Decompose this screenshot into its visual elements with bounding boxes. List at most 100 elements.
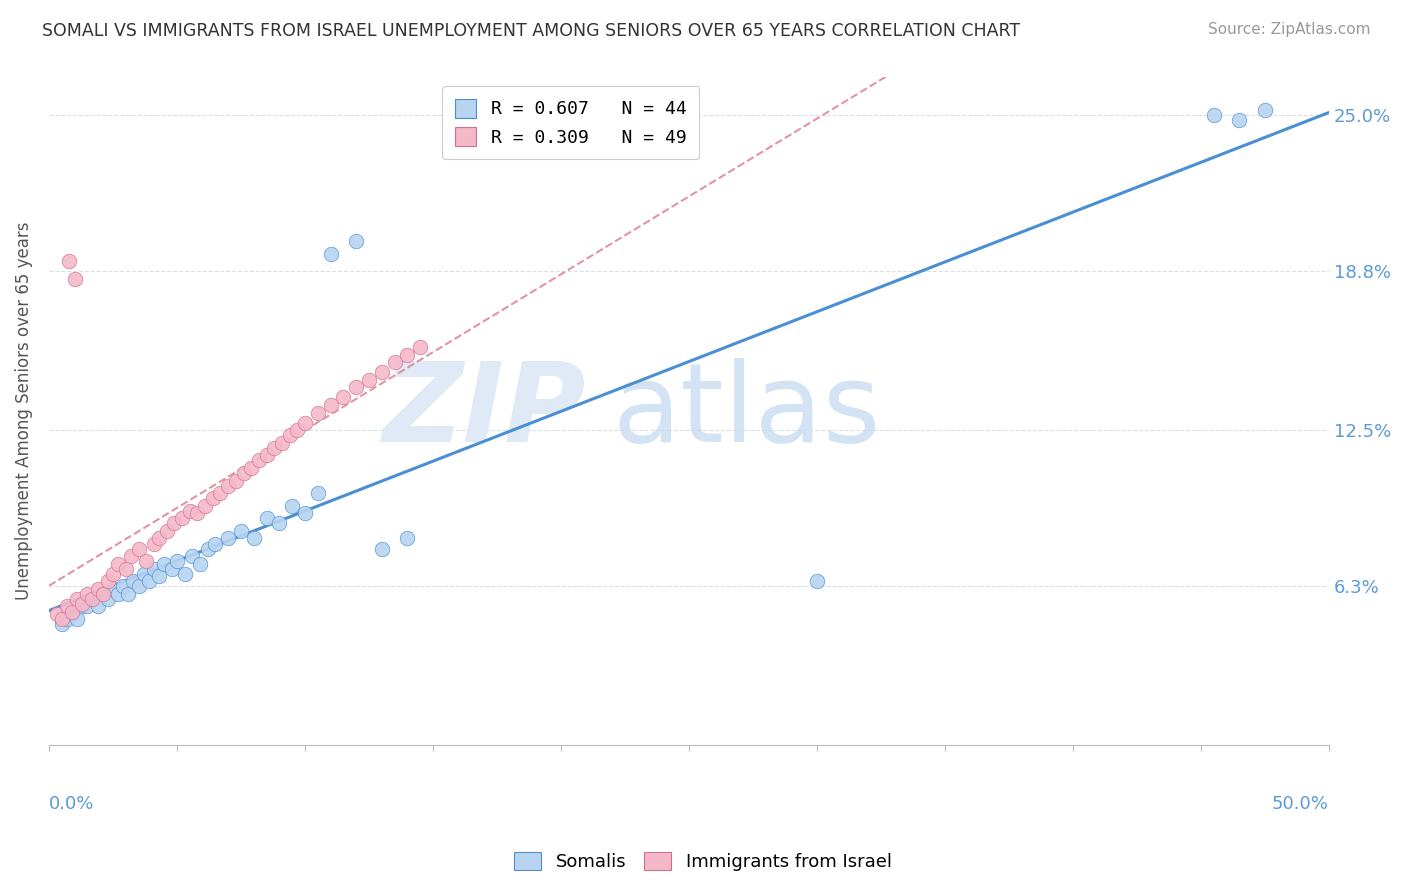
Point — [319, 247, 342, 261]
Point — [138, 574, 160, 589]
Point — [70, 597, 93, 611]
Point — [396, 532, 419, 546]
Point — [66, 591, 89, 606]
Point — [56, 612, 79, 626]
Point — [172, 511, 194, 525]
Point — [217, 532, 239, 546]
Point — [142, 536, 165, 550]
Text: SOMALI VS IMMIGRANTS FROM ISRAEL UNEMPLOYMENT AMONG SENIORS OVER 65 YEARS CORREL: SOMALI VS IMMIGRANTS FROM ISRAEL UNEMPLO… — [42, 22, 1021, 40]
Legend: R = 0.607   N = 44, R = 0.309   N = 49: R = 0.607 N = 44, R = 0.309 N = 49 — [441, 87, 699, 160]
Point — [86, 599, 108, 614]
Point — [217, 478, 239, 492]
Point — [122, 574, 145, 589]
Point — [256, 511, 278, 525]
Point — [344, 380, 367, 394]
Point — [128, 541, 150, 556]
Point — [271, 435, 294, 450]
Text: 50.0%: 50.0% — [1272, 795, 1329, 814]
Point — [281, 499, 304, 513]
Point — [101, 582, 124, 596]
Point — [107, 587, 129, 601]
Point — [51, 612, 73, 626]
Point — [225, 474, 247, 488]
Point — [256, 448, 278, 462]
Point — [91, 587, 114, 601]
Point — [132, 566, 155, 581]
Point — [232, 466, 254, 480]
Point — [135, 554, 157, 568]
Point — [229, 524, 252, 538]
Point — [82, 591, 104, 606]
Point — [156, 524, 179, 538]
Point — [357, 373, 380, 387]
Point — [294, 506, 316, 520]
Point — [1202, 108, 1225, 122]
Point — [188, 557, 211, 571]
Point — [1254, 103, 1277, 118]
Point — [278, 428, 301, 442]
Point — [307, 486, 329, 500]
Point — [409, 340, 432, 354]
Point — [166, 554, 188, 568]
Y-axis label: Unemployment Among Seniors over 65 years: Unemployment Among Seniors over 65 years — [15, 222, 32, 600]
Point — [173, 566, 195, 581]
Point — [204, 536, 226, 550]
Point — [181, 549, 204, 563]
Point — [58, 254, 80, 268]
Point — [186, 506, 208, 520]
Point — [806, 574, 828, 589]
Point — [120, 549, 142, 563]
Point — [63, 272, 86, 286]
Text: atlas: atlas — [612, 358, 880, 465]
Point — [319, 398, 342, 412]
Point — [294, 416, 316, 430]
Point — [201, 491, 224, 505]
Point — [344, 234, 367, 248]
Point — [242, 532, 264, 546]
Point — [332, 391, 354, 405]
Point — [86, 582, 108, 596]
Point — [60, 605, 83, 619]
Text: ZIP: ZIP — [382, 358, 586, 465]
Text: 0.0%: 0.0% — [49, 795, 94, 814]
Point — [76, 587, 98, 601]
Point — [194, 499, 217, 513]
Point — [70, 599, 93, 614]
Text: Source: ZipAtlas.com: Source: ZipAtlas.com — [1208, 22, 1371, 37]
Point — [371, 365, 394, 379]
Point — [128, 579, 150, 593]
Point — [107, 557, 129, 571]
Point — [76, 599, 98, 614]
Point — [153, 557, 176, 571]
Point — [240, 461, 263, 475]
Point — [1227, 113, 1250, 128]
Point — [82, 591, 104, 606]
Point — [112, 579, 135, 593]
Point — [97, 574, 120, 589]
Point — [163, 516, 186, 531]
Point — [384, 355, 406, 369]
Legend: Somalis, Immigrants from Israel: Somalis, Immigrants from Israel — [508, 845, 898, 879]
Point — [45, 607, 67, 621]
Point — [117, 587, 139, 601]
Point — [263, 441, 285, 455]
Point — [91, 587, 114, 601]
Point — [269, 516, 291, 531]
Point — [247, 453, 270, 467]
Point — [371, 541, 394, 556]
Point — [142, 562, 165, 576]
Point — [148, 532, 170, 546]
Point — [60, 607, 83, 621]
Point — [101, 566, 124, 581]
Point — [114, 562, 136, 576]
Point — [396, 347, 419, 361]
Point — [209, 486, 232, 500]
Point — [51, 617, 73, 632]
Point — [160, 562, 183, 576]
Point — [197, 541, 219, 556]
Point — [179, 504, 201, 518]
Point — [285, 423, 308, 437]
Point — [307, 405, 329, 419]
Point — [148, 569, 170, 583]
Point — [56, 599, 79, 614]
